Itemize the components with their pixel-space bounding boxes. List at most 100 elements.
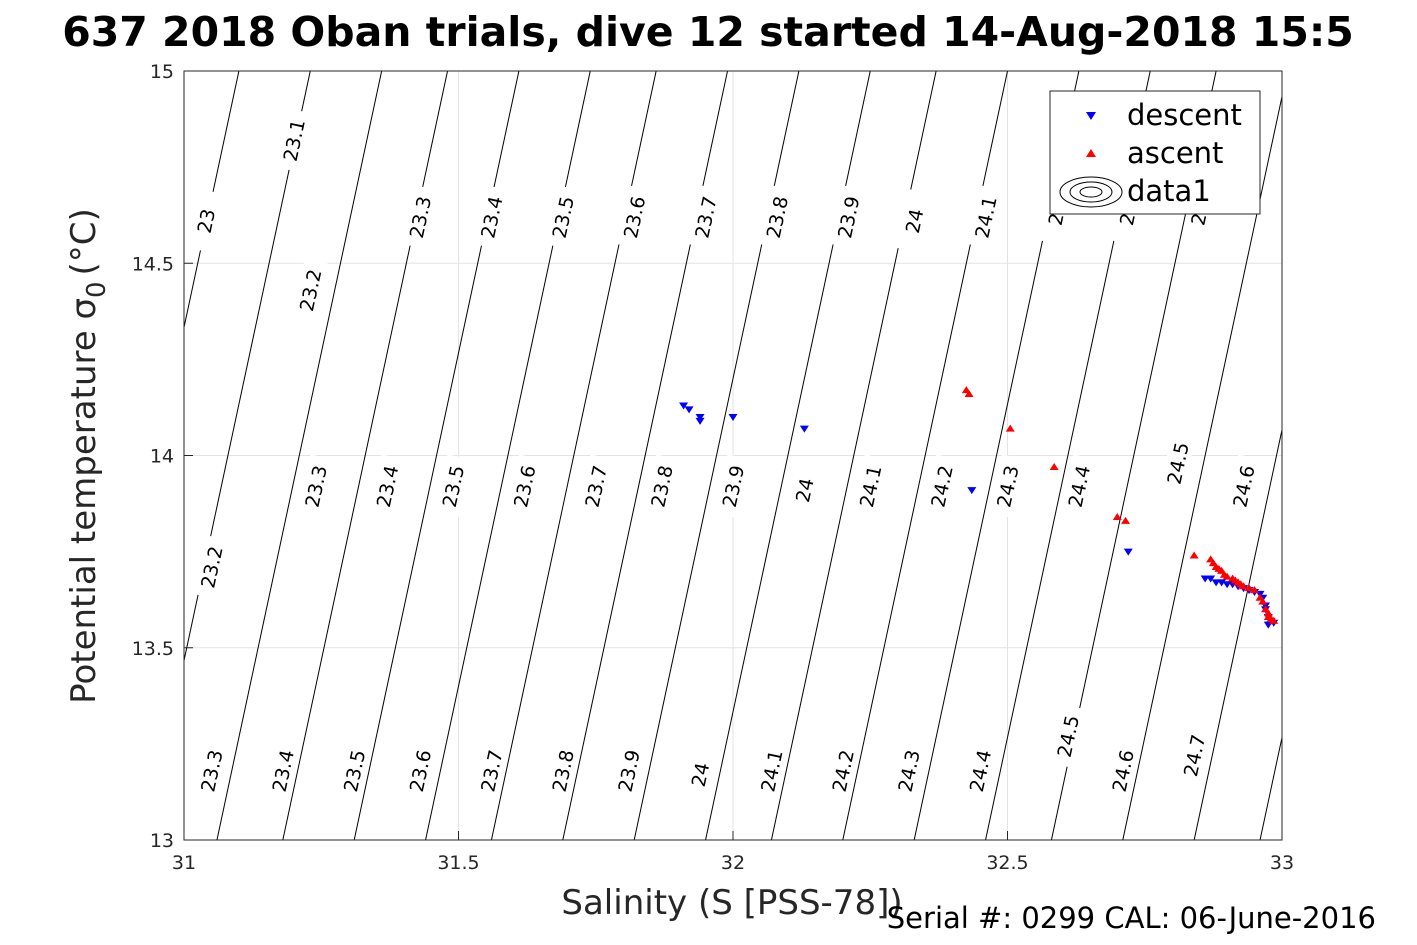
contour-label-background — [1176, 723, 1213, 788]
contour-label-background — [544, 185, 581, 249]
contour-label-background — [1159, 431, 1196, 496]
y-axis-label-subscript: 0 — [82, 281, 112, 298]
contour-label-group: 24 — [786, 458, 823, 522]
contour-label-group: 23.4 — [369, 454, 406, 519]
contour-label-group: 23 — [187, 189, 224, 253]
ascent-point — [1222, 572, 1232, 580]
y-tick-label: 13.5 — [132, 638, 174, 660]
contour-label-background — [473, 738, 510, 803]
contour-label-background — [896, 189, 933, 253]
contour-label-background — [473, 185, 510, 249]
contour-label-background — [1225, 454, 1262, 519]
ascent-point — [1049, 463, 1059, 471]
descent-point — [799, 425, 809, 433]
contour-label-background — [577, 454, 614, 519]
serial-calibration-text: Serial #: 0299 CAL: 06-June-2016 — [887, 901, 1376, 935]
contour-label-background — [1060, 454, 1097, 519]
descent-point — [679, 402, 689, 410]
descent-point — [1217, 579, 1227, 587]
contour-label-background — [643, 454, 680, 519]
contour-label: 24 — [688, 761, 715, 789]
contour-label-background — [758, 185, 795, 249]
y-tick-label: 13 — [150, 830, 174, 852]
contour-label-background — [967, 185, 1004, 249]
ascent-point — [1005, 424, 1015, 432]
contour-label-group: 24 — [682, 742, 719, 807]
contour-label-background — [830, 185, 867, 249]
contour-label-background — [824, 738, 861, 803]
legend-ascent-label: ascent — [1127, 136, 1223, 170]
descent-point — [1206, 575, 1216, 583]
ascent-point — [1239, 582, 1249, 590]
contour-label-background — [890, 738, 927, 803]
density-contour-line — [216, 71, 383, 840]
y-axis-label-unit: (°C) — [64, 208, 104, 275]
legend-descent-marker — [1086, 112, 1096, 120]
descent-point — [728, 414, 738, 422]
legend-data1-label: data1 — [1127, 174, 1211, 208]
contour-label-background — [336, 738, 373, 803]
contour-label-group: 24.1 — [852, 454, 889, 519]
contour-label-background — [682, 742, 719, 807]
data-points — [679, 386, 1279, 629]
contour-label-background — [714, 454, 752, 519]
ascent-point — [964, 389, 974, 397]
ascent-point — [1258, 597, 1268, 605]
contour-label-background — [544, 738, 581, 803]
descent-point — [1123, 548, 1133, 556]
contour-label-background — [852, 454, 889, 519]
density-contour-line — [1331, 71, 1417, 840]
ascent-point — [1189, 551, 1199, 559]
contour-label: 24 — [792, 476, 819, 504]
contour-label-background — [434, 454, 472, 519]
contour-label-background — [193, 535, 230, 599]
contour-label-background — [962, 738, 999, 803]
density-contour-line — [184, 71, 311, 663]
contour-label-background — [292, 258, 329, 323]
y-axis-label: Potential temperature σ0 (°C) — [64, 208, 112, 704]
contour-label-background — [616, 185, 653, 249]
legend: descent ascent data1 — [1049, 90, 1261, 215]
legend-ascent-marker — [1086, 149, 1096, 157]
contour-label-background — [297, 454, 334, 519]
descent-point — [695, 417, 705, 425]
contour-label-group: 24.5 — [1049, 704, 1086, 769]
contour-label: 23 — [194, 207, 221, 235]
contour-label-background — [786, 458, 823, 522]
ascent-point — [1112, 513, 1122, 521]
descent-point — [695, 414, 705, 422]
density-contour-line — [1259, 735, 1282, 840]
axis-ticks: 31 31.5 32 32.5 33 13 13.5 14 14.5 15 — [132, 61, 1294, 874]
contour-label-background — [369, 454, 406, 519]
descent-point — [967, 487, 977, 495]
contour-label-background — [187, 189, 224, 253]
contour-label-background — [193, 738, 230, 803]
chart-title: 637 2018 Oban trials, dive 12 started 14… — [62, 8, 1354, 56]
x-tick-label: 32.5 — [986, 852, 1028, 874]
contour-label-background — [275, 108, 312, 173]
legend-descent-label: descent — [1127, 98, 1242, 132]
ascent-point — [1244, 584, 1254, 592]
ascent-point — [1263, 609, 1273, 617]
density-contour-line — [1193, 427, 1282, 840]
ascent-point — [1269, 616, 1279, 624]
legend-data1-marker — [1059, 176, 1123, 208]
contour-label-background — [1104, 738, 1141, 803]
contour-label-background — [402, 185, 439, 249]
contour-label-background — [1049, 704, 1086, 769]
contour-label-background — [923, 454, 960, 519]
contour-label-background — [506, 454, 543, 519]
contour-label-background — [989, 454, 1026, 519]
descent-point — [684, 406, 694, 414]
y-tick-label: 14 — [150, 446, 174, 468]
contour-label-background — [264, 738, 301, 803]
contour-label-background — [753, 738, 790, 803]
y-tick-label: 15 — [150, 61, 174, 83]
x-tick-label: 31.5 — [437, 852, 479, 874]
x-axis-label: Salinity (S [PSS-78]) — [561, 883, 902, 923]
contour-label-background — [687, 185, 724, 249]
y-axis-label-main: Potential temperature σ — [64, 298, 104, 704]
x-tick-label: 33 — [1270, 852, 1294, 874]
ascent-point — [1250, 586, 1260, 594]
